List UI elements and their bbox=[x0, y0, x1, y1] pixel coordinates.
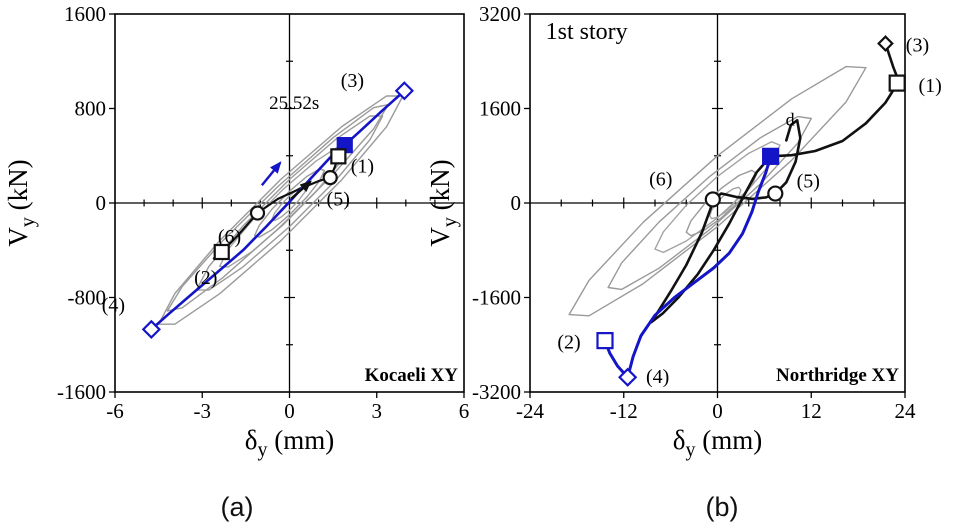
subfigure-label-a: (a) bbox=[221, 492, 254, 522]
direction-arrow bbox=[290, 180, 312, 200]
point-marker-(4) bbox=[618, 367, 638, 387]
marker-label-(1): (1) bbox=[351, 155, 374, 177]
point-marker-(1) bbox=[330, 148, 347, 165]
dataset-label: Northridge XY bbox=[776, 365, 899, 386]
marker-label-(2): (2) bbox=[194, 267, 217, 289]
series-gray-loop-5 bbox=[709, 186, 742, 220]
y-tick-label: 1600 bbox=[64, 2, 106, 26]
marker-label-(5): (5) bbox=[797, 171, 820, 193]
x-tick-label: 3 bbox=[372, 399, 383, 423]
x-tick-label: -6 bbox=[106, 399, 124, 423]
y-tick-label: -1600 bbox=[472, 286, 521, 310]
y-tick-label: -800 bbox=[68, 286, 107, 310]
point-marker-(1) bbox=[888, 74, 906, 92]
series-gray-loop-4 bbox=[685, 169, 758, 237]
y-tick-label: -1600 bbox=[57, 380, 106, 404]
annotation-text: 25.52s bbox=[269, 93, 319, 114]
y-axis-title: Vy (kN) bbox=[3, 159, 39, 246]
point-marker-(5) bbox=[767, 185, 784, 202]
y-tick-label: 0 bbox=[96, 191, 107, 215]
point-marker-(6) bbox=[704, 191, 721, 208]
x-tick-label: -12 bbox=[610, 399, 638, 423]
point-marker-(3) bbox=[394, 81, 414, 101]
y-tick-label: 3200 bbox=[479, 2, 521, 26]
series-envelope-blue bbox=[150, 89, 406, 331]
marker-label-(4): (4) bbox=[102, 294, 125, 316]
dataset-label: Kocaeli XY bbox=[365, 365, 459, 386]
marker-label-(5): (5) bbox=[327, 189, 350, 211]
x-tick-label: 24 bbox=[895, 399, 917, 423]
point-marker-filled bbox=[762, 147, 780, 165]
marker-label-(3): (3) bbox=[906, 35, 929, 57]
marker-label-(3): (3) bbox=[341, 70, 364, 92]
marker-label-(6): (6) bbox=[218, 226, 241, 248]
marker-label-(2): (2) bbox=[557, 332, 580, 354]
y-tick-label: 0 bbox=[511, 191, 522, 215]
marker-label-(4): (4) bbox=[646, 366, 669, 388]
annotation-text: 1st story bbox=[546, 19, 628, 45]
direction-arrow bbox=[260, 161, 282, 187]
marker-label-(6): (6) bbox=[649, 168, 672, 190]
point-marker-(2) bbox=[213, 243, 230, 261]
point-marker-(5) bbox=[322, 170, 338, 186]
series-envelope-blue bbox=[626, 154, 773, 379]
x-axis-title: δy (mm) bbox=[673, 425, 762, 461]
y-axis-title: Vy (kN) bbox=[425, 159, 461, 246]
x-axis-title: δy (mm) bbox=[245, 425, 334, 461]
x-tick-label: -3 bbox=[194, 399, 212, 423]
y-tick-label: 800 bbox=[75, 97, 107, 121]
marker-label-(1): (1) bbox=[919, 75, 942, 97]
x-tick-label: -24 bbox=[516, 399, 544, 423]
subfigure-label-b: (b) bbox=[706, 492, 739, 522]
chart-northridge-xy: (3) (1) (5) (6) (2) (4) 1st story d Northridge X… bbox=[425, 2, 942, 461]
annotation-text: d bbox=[786, 110, 795, 130]
chart-kocaeli-xy: (3) (1)(5) (6)(2) (4) 25.52s Kocaeli XY -6 -3 0 3… bbox=[3, 2, 469, 461]
series-gray-loop-4 bbox=[253, 168, 326, 238]
x-tick-label: 0 bbox=[712, 399, 723, 423]
x-tick-label: 6 bbox=[459, 399, 470, 423]
point-marker-(4) bbox=[141, 319, 161, 340]
x-tick-label: 12 bbox=[801, 399, 822, 423]
point-marker-(2) bbox=[596, 332, 614, 350]
point-marker-(3) bbox=[877, 35, 894, 52]
point-marker-(6) bbox=[249, 205, 266, 221]
y-tick-label: -3200 bbox=[472, 380, 521, 404]
y-tick-label: 1600 bbox=[479, 97, 521, 121]
x-tick-label: 0 bbox=[284, 399, 295, 423]
series-gray-loop-1 bbox=[568, 65, 867, 317]
